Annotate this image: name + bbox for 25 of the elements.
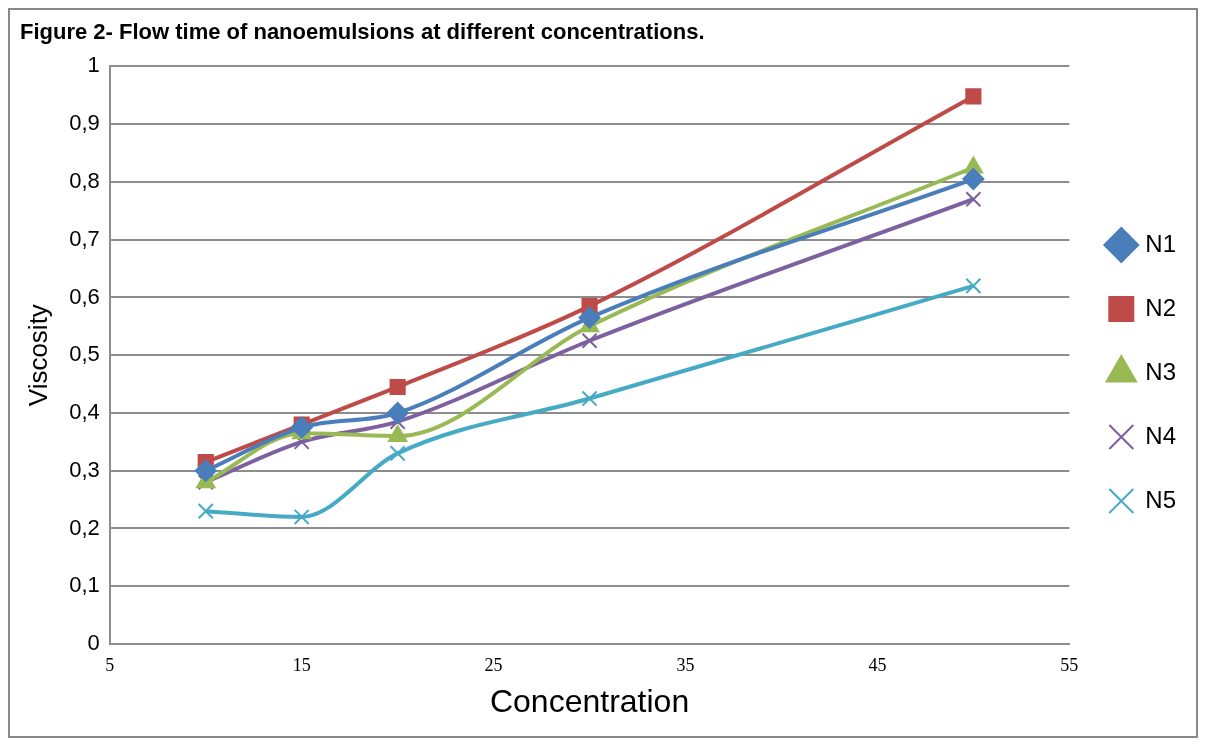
legend-label: N5 bbox=[1145, 485, 1177, 513]
y-axis-title: Viscosity bbox=[22, 304, 53, 407]
chart-title: Figure 2- Flow time of nanoemulsions at different concentrations. bbox=[20, 19, 705, 45]
y-tick-label: 0,8 bbox=[69, 167, 100, 193]
legend-label: N3 bbox=[1145, 357, 1177, 385]
y-tick-label: 0,1 bbox=[69, 572, 100, 598]
y-tick-label: 0,5 bbox=[69, 341, 100, 367]
x-tick-label: 35 bbox=[676, 654, 695, 675]
y-tick-label: 1 bbox=[87, 52, 100, 78]
legend-label: N4 bbox=[1145, 421, 1177, 449]
legend-label: N2 bbox=[1145, 293, 1177, 321]
y-tick-label: 0,2 bbox=[69, 514, 100, 540]
x-tick-label: 55 bbox=[1060, 654, 1079, 675]
y-tick-label: 0,3 bbox=[69, 456, 100, 482]
y-tick-label: 0,6 bbox=[69, 283, 100, 309]
x-tick-label: 15 bbox=[292, 654, 311, 675]
y-tick-label: 0,7 bbox=[69, 225, 100, 251]
x-axis-title: Concentration bbox=[489, 682, 690, 719]
x-tick-label: 5 bbox=[105, 654, 115, 675]
y-tick-label: 0 bbox=[87, 630, 100, 656]
x-tick-label: 45 bbox=[868, 654, 887, 675]
legend-label: N1 bbox=[1145, 229, 1177, 257]
y-tick-label: 0,4 bbox=[69, 399, 100, 425]
x-tick-label: 25 bbox=[484, 654, 503, 675]
y-tick-label: 0,9 bbox=[69, 110, 100, 136]
